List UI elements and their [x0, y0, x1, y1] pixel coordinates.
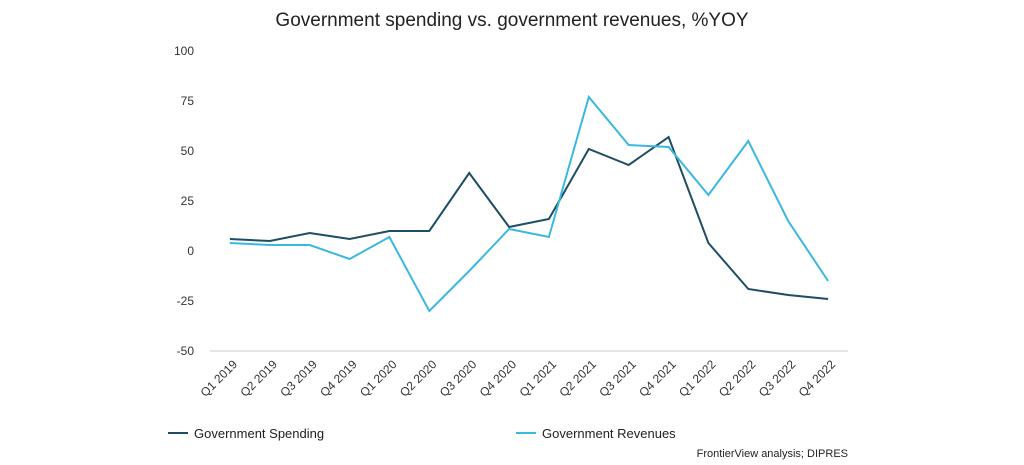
x-tick-label: Q2 2019 [237, 357, 280, 400]
x-tick-label: Q2 2022 [716, 357, 759, 400]
legend-label: Government Revenues [542, 426, 676, 441]
y-tick-label: 25 [181, 194, 195, 208]
x-tick-label: Q2 2020 [397, 357, 440, 400]
y-axis: 100 75 50 25 0 -25 -50 [174, 44, 194, 358]
x-tick-label: Q4 2021 [636, 357, 679, 400]
x-tick-label: Q3 2020 [437, 357, 480, 400]
x-tick-label: Q1 2020 [357, 357, 400, 400]
x-tick-label: Q4 2020 [477, 357, 520, 400]
y-tick-label: -50 [177, 344, 195, 358]
x-tick-label: Q4 2022 [796, 357, 839, 400]
x-tick-label: Q1 2019 [198, 357, 241, 400]
x-tick-label: Q1 2022 [676, 357, 719, 400]
x-tick-label: Q3 2022 [756, 357, 799, 400]
y-tick-label: 75 [181, 94, 195, 108]
chart-title: Government spending vs. government reven… [275, 10, 748, 31]
y-tick-label: 50 [181, 144, 195, 158]
series-line-spending [229, 135, 829, 300]
legend-label: Government Spending [194, 426, 324, 441]
source-note: FrontierView analysis; DIPRES [697, 448, 848, 460]
y-tick-label: 100 [174, 44, 194, 58]
x-tick-label: Q4 2019 [317, 357, 360, 400]
legend: Government Spending Government Revenues [168, 426, 676, 441]
x-tick-label: Q3 2021 [596, 357, 639, 400]
x-tick-label: Q1 2021 [517, 357, 560, 400]
y-tick-label: 0 [187, 244, 194, 258]
series-line-revenues [229, 94, 829, 313]
series-lines [229, 94, 829, 313]
x-tick-label: Q3 2019 [277, 357, 320, 400]
y-tick-label: -25 [177, 294, 195, 308]
x-tick-label: Q2 2021 [556, 357, 599, 400]
